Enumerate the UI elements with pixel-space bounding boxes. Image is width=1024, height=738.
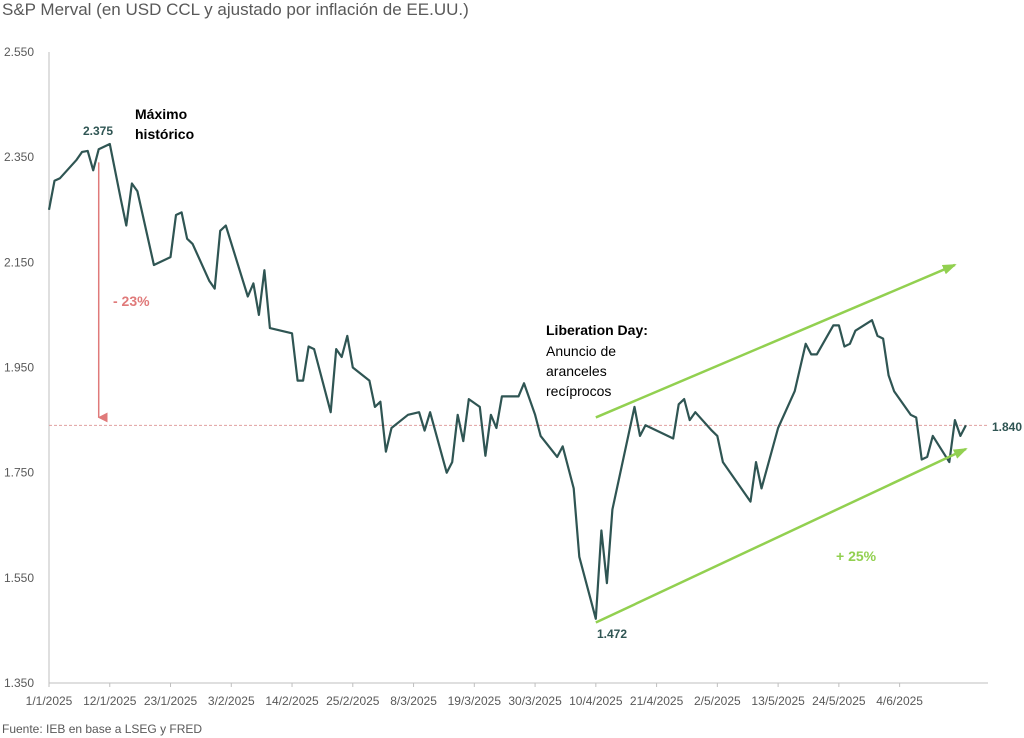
- low-value-label: 1.472: [597, 627, 627, 641]
- chart-title: S&P Merval (en USD CCL y ajustado por in…: [2, 0, 469, 19]
- event-line-3: recíprocos: [546, 383, 611, 399]
- last-value-label: 1.840: [992, 420, 1022, 434]
- y-tick-label: 2.350: [4, 150, 34, 164]
- peak-value-label: 2.375: [83, 124, 113, 138]
- peak-label-line-2: histórico: [135, 126, 194, 142]
- x-tick-label: 1/1/2025: [26, 694, 73, 708]
- y-tick-label: 1.950: [4, 361, 34, 375]
- event-line-1: Anuncio de: [546, 343, 616, 359]
- merval-series-line: [47, 142, 967, 620]
- x-tick-label: 30/3/2025: [508, 694, 562, 708]
- event-line-2: aranceles: [546, 363, 607, 379]
- x-tick-label: 25/2/2025: [326, 694, 380, 708]
- source-note: Fuente: IEB en base a LSEG y FRED: [2, 722, 203, 736]
- upper-trend-arrow: [595, 263, 957, 419]
- drop-percent-label: - 23%: [113, 293, 150, 309]
- y-tick-label: 1.550: [4, 571, 34, 585]
- x-tick-label: 14/2/2025: [265, 694, 319, 708]
- event-title: Liberation Day:: [546, 322, 648, 338]
- x-tick-label: 24/5/2025: [812, 694, 866, 708]
- series-group: [47, 142, 967, 620]
- y-tick-label: 1.750: [4, 466, 34, 480]
- peak-label-line-1: Máximo: [135, 106, 187, 122]
- x-tick-label: 3/2/2025: [208, 694, 255, 708]
- annotations-group: 2.375 Máximo histórico - 23% Liberation Day:…: [83, 106, 1022, 641]
- x-tick-label: 8/3/2025: [390, 694, 437, 708]
- lower-trend-arrow: [595, 447, 968, 624]
- x-tick-label: 2/5/2025: [694, 694, 741, 708]
- x-tick-label: 13/5/2025: [751, 694, 805, 708]
- axes: 1.350 1.550 1.750 1.950 2.150 2.350 2.550 1/1/2…: [4, 45, 988, 708]
- y-tick-label: 2.150: [4, 255, 34, 269]
- x-tick-label: 23/1/2025: [144, 694, 198, 708]
- x-tick-label: 10/4/2025: [569, 694, 623, 708]
- rise-percent-label: + 25%: [836, 548, 877, 564]
- x-tick-label: 12/1/2025: [83, 694, 137, 708]
- x-tick-label: 4/6/2025: [876, 694, 923, 708]
- x-tick-label: 21/4/2025: [630, 694, 684, 708]
- y-tick-label: 2.550: [4, 45, 34, 59]
- x-tick-label: 19/3/2025: [448, 694, 502, 708]
- y-tick-label: 1.350: [4, 676, 34, 690]
